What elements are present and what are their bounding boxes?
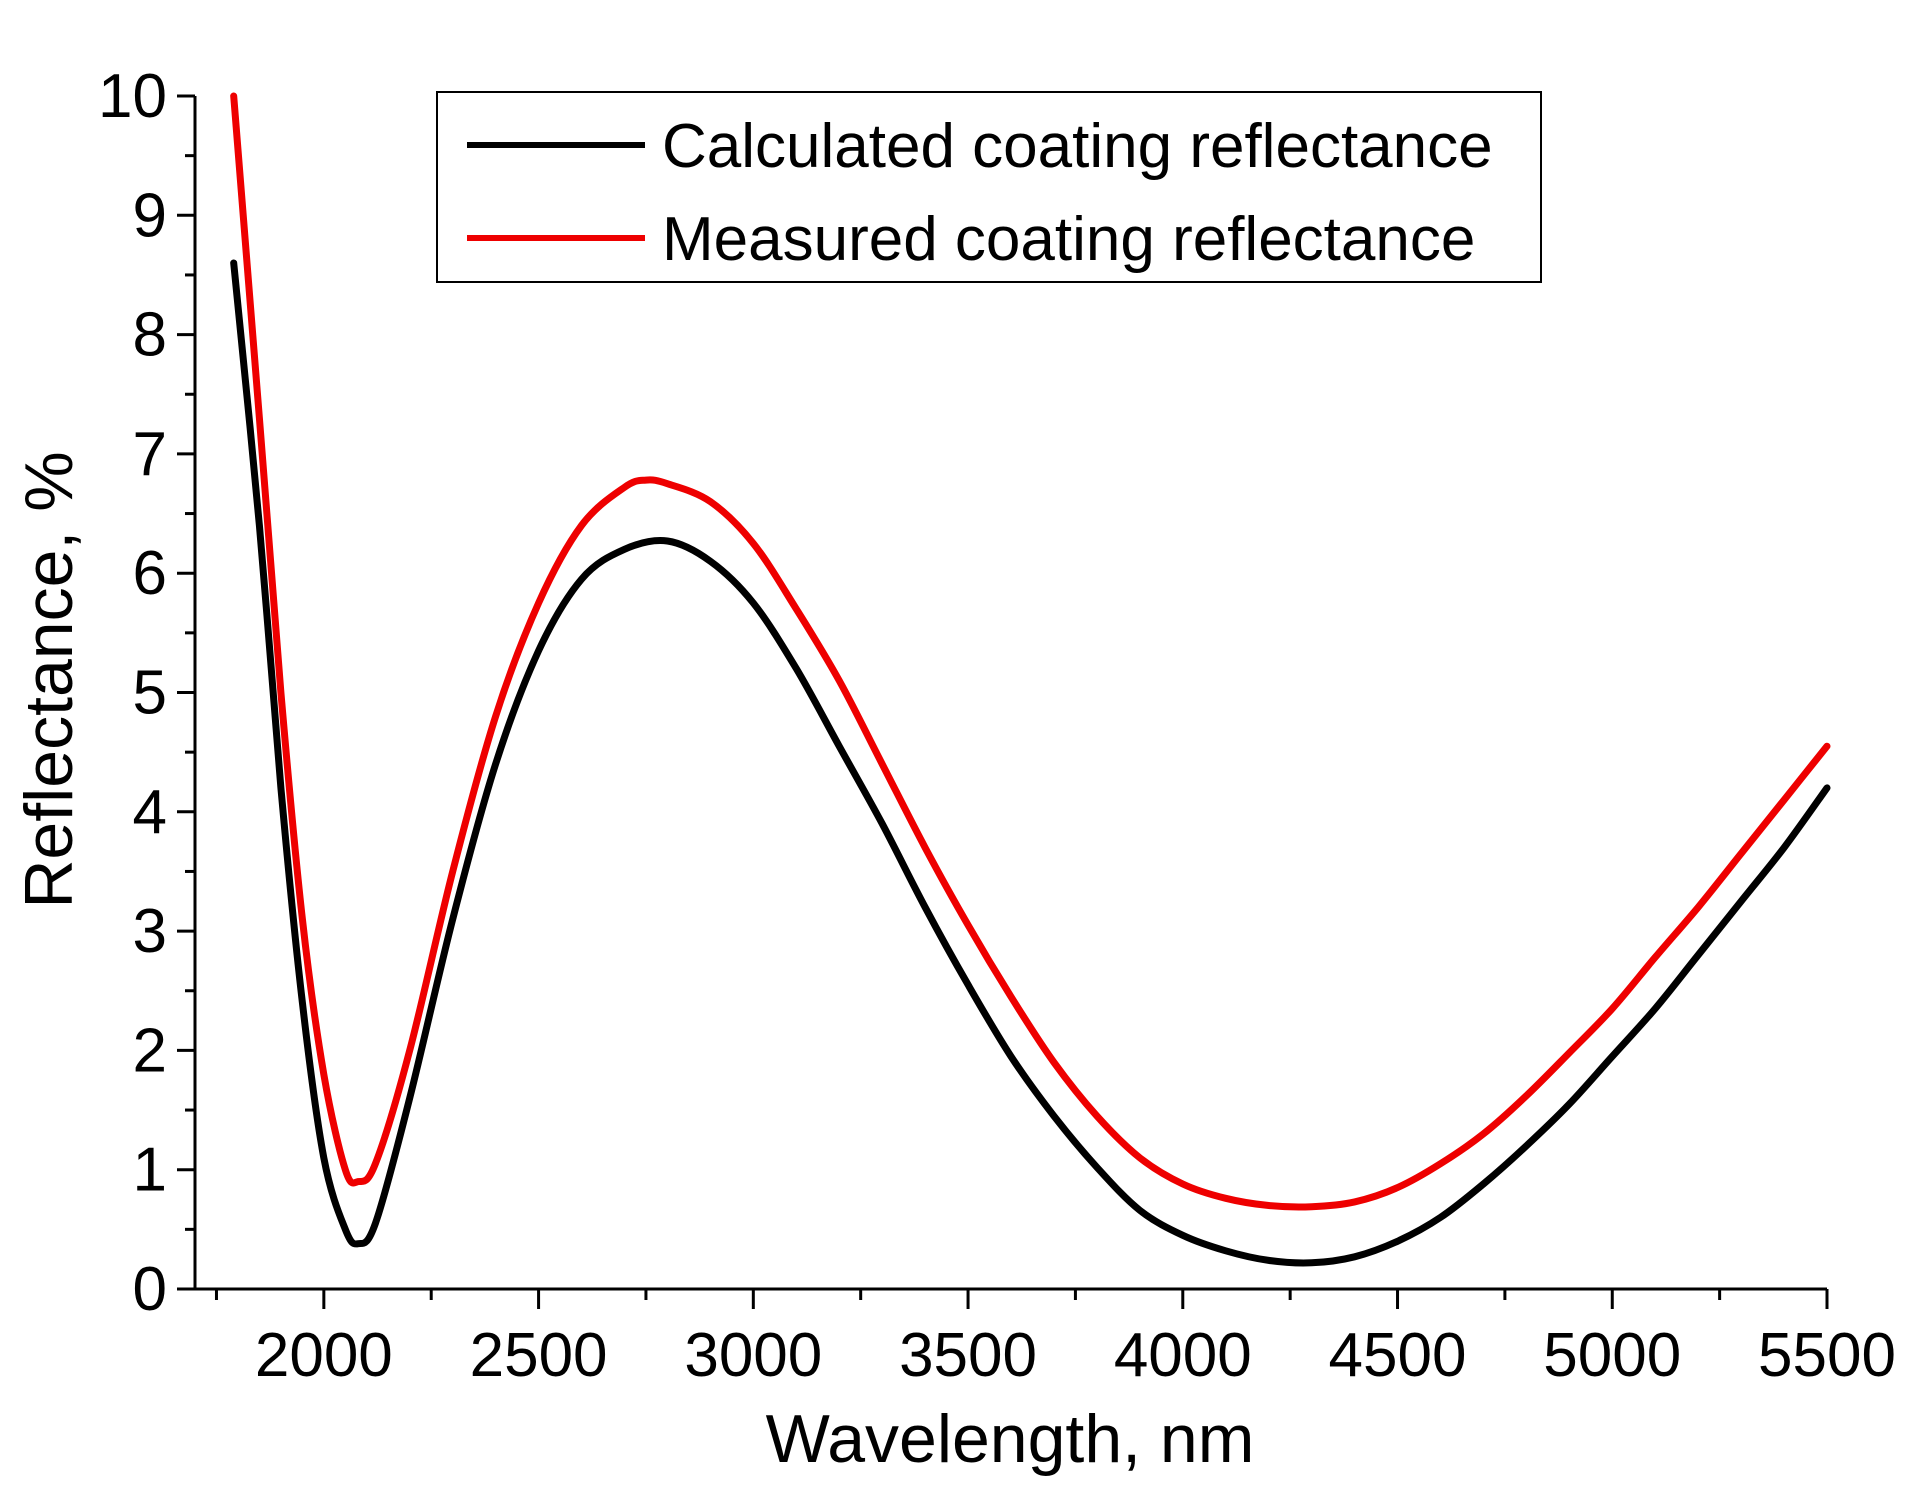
legend-box (436, 91, 1542, 283)
x-tick-label: 2000 (255, 1321, 393, 1390)
x-tick-label: 3500 (899, 1321, 1037, 1390)
y-tick-label: 7 (133, 420, 167, 489)
series-line-measured (230, 92, 1831, 1211)
y-tick-label: 10 (98, 62, 167, 131)
y-tick-label: 8 (133, 301, 167, 370)
legend-label-measured: Measured coating reflectance (662, 205, 1475, 274)
x-tick-label: 4500 (1329, 1321, 1467, 1390)
x-tick-label: 3000 (684, 1321, 822, 1390)
y-axis-title: Reflectance, % (11, 451, 87, 908)
x-tick-label: 4000 (1114, 1321, 1252, 1390)
y-tick-label: 4 (133, 778, 167, 847)
x-tick-label: 5000 (1543, 1321, 1681, 1390)
x-tick-label: 5500 (1758, 1321, 1896, 1390)
x-axis-title: Wavelength, nm (766, 1401, 1255, 1477)
y-tick-label: 0 (133, 1255, 167, 1324)
series-layer (230, 92, 1831, 1267)
y-tick-label: 3 (133, 897, 167, 966)
y-tick-label: 1 (133, 1136, 167, 1205)
x-tick-label: 2500 (470, 1321, 608, 1390)
legend: Calculated coating reflectance Measured … (436, 91, 1542, 283)
legend-label-calculated: Calculated coating reflectance (662, 112, 1493, 181)
y-tick-label: 6 (133, 539, 167, 608)
y-tick-label: 2 (133, 1016, 167, 1085)
series-line-calculated (230, 259, 1831, 1267)
y-tick-label: 5 (133, 659, 167, 728)
y-tick-label: 9 (133, 181, 167, 250)
axes: 0 1 2 3 4 5 6 7 8 9 10 2000 2500 3000 3500 4000 4500 5000… (98, 62, 1896, 1390)
